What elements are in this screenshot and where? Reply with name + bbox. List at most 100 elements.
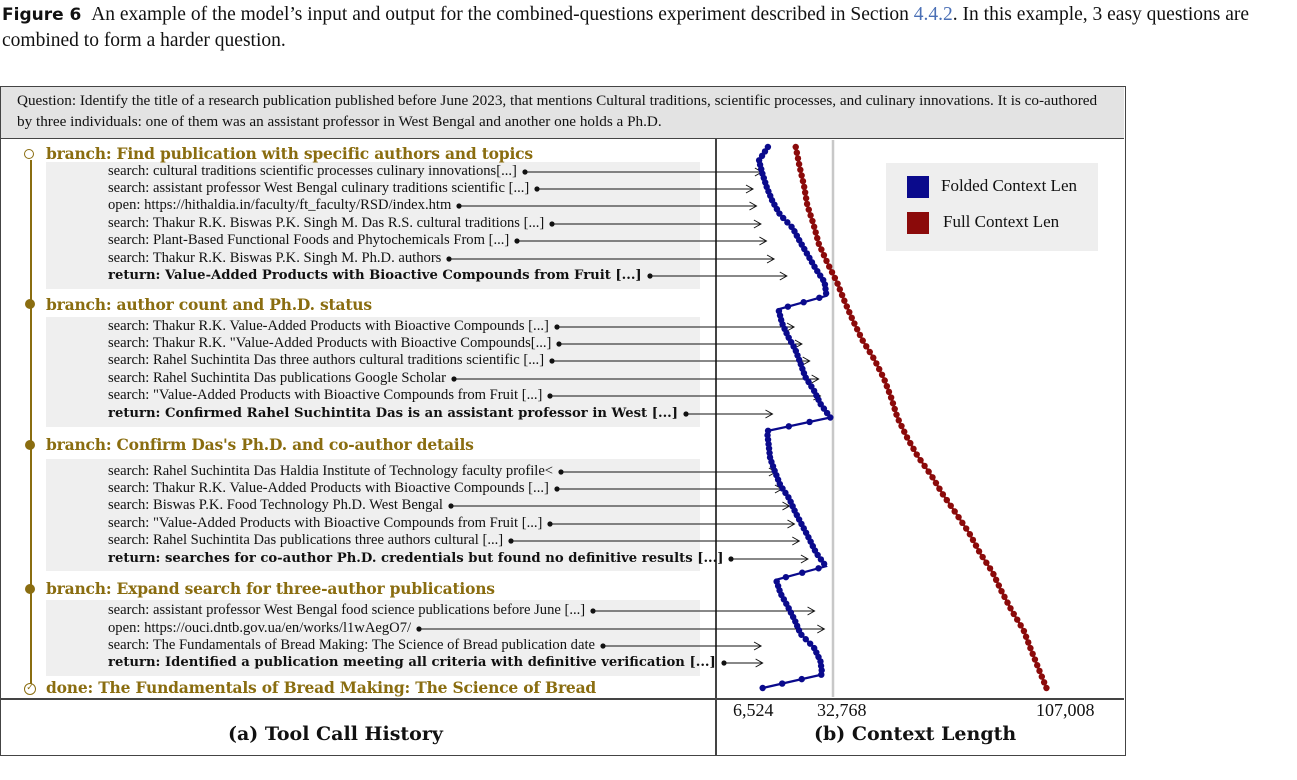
data-point: [816, 294, 823, 301]
connector-arrowhead: [811, 374, 820, 384]
tool-call: search: Thakur R.K. "Value-Added Product…: [108, 335, 552, 351]
data-point: [798, 631, 805, 638]
data-point: [800, 299, 807, 306]
tool-call: search: Thakur R.K. Biswas P.K. Singh M.…: [108, 215, 545, 231]
data-point: [785, 423, 793, 430]
data-point: [955, 513, 962, 521]
data-point: [893, 411, 900, 418]
data-point: [817, 556, 825, 563]
data-point: [798, 675, 805, 683]
tool-call: search: assistant professor West Bengal …: [108, 602, 586, 618]
data-point: [831, 274, 839, 282]
data-point: [932, 479, 940, 487]
tool-call-return: return: Confirmed Rahel Suchintita Das i…: [108, 406, 678, 421]
connector-arrowhead: [753, 641, 763, 651]
data-point: [917, 457, 924, 464]
data-point: [792, 143, 799, 151]
data-point: [891, 405, 898, 413]
data-point: [814, 551, 821, 559]
tool-call: search: Thakur R.K. Value-Added Products…: [108, 480, 549, 496]
data-point: [913, 451, 920, 458]
data-point: [1001, 593, 1008, 601]
data-point: [969, 536, 977, 544]
branch-marker: [25, 584, 35, 594]
branch-title: branch: Confirm Das's Ph.D. and co-autho…: [46, 435, 474, 454]
connector-arrowhead: [807, 606, 816, 616]
tool-call: search: Thakur R.K. Value-Added Products…: [108, 318, 549, 334]
data-point: [836, 286, 844, 293]
data-point: [992, 576, 1000, 583]
tool-call: open: https://hithaldia.in/faculty/ft_fa…: [108, 197, 452, 213]
data-point: [959, 519, 966, 527]
data-point: [1043, 684, 1050, 692]
data-point: [838, 291, 846, 299]
data-point: [966, 531, 974, 538]
connector-arrowhead: [749, 201, 758, 211]
branch-marker: [25, 299, 35, 309]
data-point: [972, 542, 980, 549]
x-tick-label: 107,008: [1036, 700, 1095, 720]
data-point: [823, 257, 830, 265]
data-point: [898, 422, 905, 430]
legend-label-folded: Folded Context Len: [941, 176, 1077, 195]
plot-legend: Folded Context Len Full Context Len: [886, 163, 1098, 251]
data-point: [873, 360, 880, 367]
data-point: [817, 400, 824, 408]
data-point: [815, 565, 822, 572]
data-point: [1038, 673, 1046, 680]
data-point: [848, 314, 855, 322]
panel-divider: [715, 139, 717, 755]
data-point: [802, 195, 810, 202]
data-point: [903, 434, 911, 441]
data-point: [843, 303, 851, 310]
data-point: [887, 394, 895, 401]
data-point: [782, 573, 790, 581]
data-point: [1025, 639, 1032, 646]
data-point: [910, 445, 917, 453]
tool-call-return: return: Identified a publication meeting…: [108, 655, 716, 670]
data-point: [841, 297, 848, 304]
data-point: [1017, 622, 1024, 629]
data-point: [827, 414, 834, 421]
data-point: [951, 508, 958, 515]
data-point: [1040, 679, 1048, 686]
data-point: [795, 160, 803, 168]
tool-call: search: Biswas P.K. Food Technology Ph.D…: [108, 497, 443, 513]
x-tick-label: 32,768: [817, 700, 867, 720]
section-ref-link[interactable]: 4.4.2: [913, 4, 953, 25]
data-point: [983, 559, 990, 566]
data-point: [803, 200, 811, 208]
tool-call: search: Rahel Suchintita Das three autho…: [108, 352, 545, 368]
caption-text-end: . In this example, 3 easy questions are …: [2, 4, 1250, 51]
data-point: [947, 502, 954, 509]
connector-arrowhead: [786, 322, 796, 332]
data-point: [810, 223, 818, 230]
data-point: [820, 560, 828, 568]
data-point: [820, 252, 828, 259]
callbox-3: [46, 459, 700, 571]
callbox-1: [46, 162, 700, 289]
data-point: [802, 636, 809, 643]
data-point: [870, 354, 877, 361]
branch-timeline: [30, 160, 32, 690]
panel-label-history: (a) Tool Call History: [228, 723, 443, 745]
legend-swatch-folded: [907, 176, 929, 198]
data-point: [889, 400, 897, 407]
data-point: [801, 189, 809, 196]
panel-label-context: (b) Context Length: [814, 723, 1017, 745]
data-point: [818, 671, 825, 678]
tool-call: search: Rahel Suchintita Das Haldia Inst…: [108, 463, 554, 479]
data-point: [826, 263, 833, 270]
data-point: [1034, 662, 1041, 669]
legend-label-full: Full Context Len: [943, 212, 1060, 231]
data-point: [1004, 599, 1011, 606]
data-point: [936, 485, 943, 492]
tool-call: search: Rahel Suchintita Das publication…: [108, 370, 447, 386]
data-point: [895, 417, 902, 424]
data-point: [834, 280, 841, 287]
branch-title: branch: Find publication with specific a…: [46, 144, 533, 163]
data-point: [883, 382, 891, 390]
data-point: [921, 462, 928, 470]
data-point: [793, 149, 801, 156]
data-point: [823, 409, 831, 417]
